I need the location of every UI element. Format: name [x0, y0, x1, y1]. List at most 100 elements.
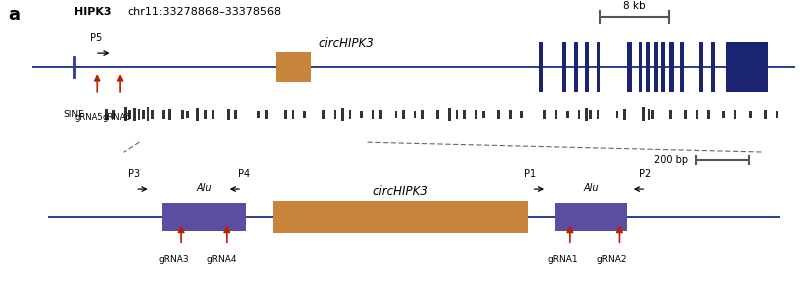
Text: P2: P2: [638, 169, 650, 179]
Text: gRNA6: gRNA6: [102, 113, 131, 122]
Text: 8 kb: 8 kb: [624, 1, 646, 11]
Bar: [707, 110, 710, 119]
Bar: [662, 42, 665, 92]
Text: P5: P5: [89, 33, 102, 44]
Bar: [147, 107, 149, 121]
Bar: [555, 110, 557, 119]
Bar: [483, 111, 485, 118]
Bar: [168, 109, 171, 120]
Bar: [648, 109, 650, 120]
Bar: [371, 110, 375, 119]
Bar: [322, 110, 324, 119]
Bar: [585, 108, 588, 121]
Bar: [124, 107, 127, 121]
Bar: [726, 42, 768, 92]
Bar: [113, 110, 115, 119]
Bar: [646, 42, 650, 92]
Bar: [521, 111, 523, 118]
Bar: [642, 107, 645, 121]
Bar: [555, 203, 627, 231]
Bar: [775, 111, 779, 118]
Bar: [573, 42, 577, 92]
Bar: [562, 42, 566, 92]
Bar: [734, 110, 736, 119]
Bar: [105, 109, 108, 120]
Text: SINE: SINE: [63, 110, 84, 119]
Bar: [421, 110, 424, 119]
Bar: [360, 111, 363, 118]
Bar: [402, 110, 405, 119]
Bar: [234, 110, 237, 119]
Text: HIPK3: HIPK3: [75, 7, 116, 17]
Text: gRNA3: gRNA3: [158, 255, 189, 264]
Bar: [284, 110, 286, 119]
Bar: [509, 110, 512, 119]
Bar: [277, 52, 311, 82]
Bar: [341, 108, 344, 121]
Text: a: a: [8, 6, 20, 24]
Text: P4: P4: [238, 169, 251, 179]
Bar: [597, 42, 600, 92]
Bar: [303, 111, 306, 118]
Text: 200 bp: 200 bp: [654, 155, 688, 165]
Bar: [651, 110, 654, 119]
Bar: [436, 110, 439, 119]
Text: gRNA2: gRNA2: [597, 255, 627, 264]
Bar: [566, 111, 569, 118]
Bar: [204, 110, 207, 119]
Bar: [212, 110, 214, 119]
Bar: [638, 42, 642, 92]
Bar: [292, 110, 294, 119]
Bar: [128, 110, 131, 119]
Bar: [723, 111, 725, 118]
Text: gRNA5: gRNA5: [75, 113, 103, 122]
Bar: [669, 42, 674, 92]
Bar: [749, 111, 752, 118]
Bar: [699, 42, 703, 92]
Bar: [624, 109, 626, 120]
Bar: [543, 110, 546, 119]
Text: gRNA1: gRNA1: [547, 255, 577, 264]
Text: chr11:33278868–33378568: chr11:33278868–33378568: [127, 7, 282, 17]
Bar: [764, 110, 767, 119]
Bar: [162, 110, 165, 119]
Bar: [181, 110, 184, 119]
Bar: [414, 111, 416, 118]
Text: Alu: Alu: [583, 183, 599, 193]
Bar: [711, 42, 714, 92]
Bar: [380, 110, 382, 119]
Bar: [394, 111, 397, 118]
Bar: [152, 110, 154, 119]
Bar: [349, 110, 351, 119]
Text: circHIPK3: circHIPK3: [373, 185, 428, 198]
Bar: [585, 42, 589, 92]
Bar: [257, 111, 260, 118]
Bar: [577, 110, 580, 119]
Bar: [162, 203, 246, 231]
Bar: [597, 110, 599, 119]
Bar: [133, 108, 135, 121]
Bar: [627, 42, 633, 92]
Bar: [680, 42, 684, 92]
Bar: [265, 110, 268, 119]
Bar: [616, 111, 618, 118]
Bar: [138, 109, 140, 120]
Bar: [696, 110, 698, 119]
Bar: [196, 108, 199, 121]
Bar: [456, 110, 458, 119]
Text: gRNA4: gRNA4: [206, 255, 237, 264]
Bar: [272, 201, 528, 233]
Bar: [669, 110, 672, 119]
Text: circHIPK3: circHIPK3: [318, 37, 374, 50]
Text: Alu: Alu: [196, 183, 212, 193]
Bar: [684, 110, 687, 119]
Bar: [654, 42, 658, 92]
Bar: [463, 110, 466, 119]
Bar: [497, 110, 500, 119]
Text: P3: P3: [127, 169, 139, 179]
Text: P1: P1: [524, 169, 536, 179]
Bar: [333, 110, 337, 119]
Bar: [142, 110, 145, 119]
Bar: [589, 110, 591, 119]
Bar: [474, 110, 477, 119]
